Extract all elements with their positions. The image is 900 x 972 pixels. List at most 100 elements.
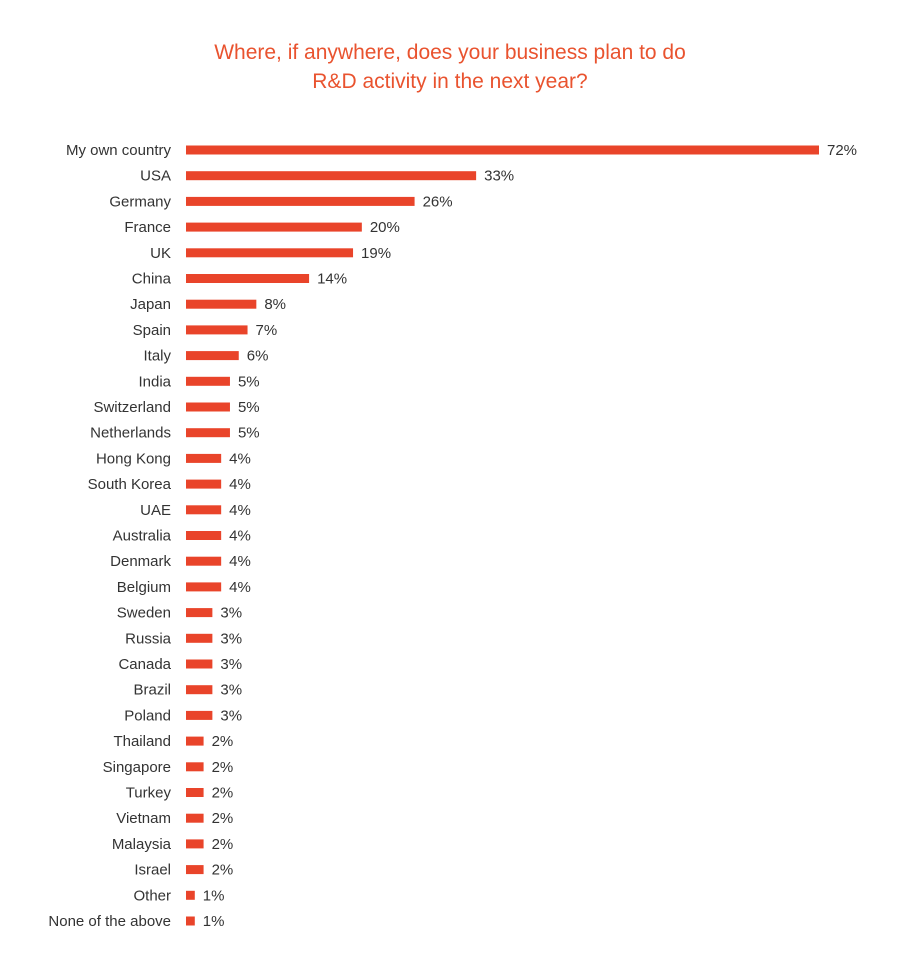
- bar: [186, 659, 213, 669]
- bar-row: Malaysia 2%: [112, 836, 233, 853]
- value-label: 33%: [484, 168, 514, 185]
- value-label: 72%: [827, 142, 857, 159]
- bar: [186, 299, 257, 309]
- bar-row: Vietnam 2%: [116, 810, 233, 827]
- bar-row: Netherlands 5%: [90, 425, 260, 442]
- value-label: 1%: [203, 913, 225, 930]
- category-label: USA: [140, 168, 171, 185]
- category-label: Vietnam: [116, 810, 171, 827]
- bar: [186, 505, 222, 515]
- bar-row: Hong Kong 4%: [96, 450, 251, 467]
- category-label: My own country: [66, 142, 172, 159]
- bar-row: Australia 4%: [113, 528, 251, 545]
- value-label: 14%: [317, 271, 347, 288]
- bar: [186, 710, 213, 720]
- bar: [186, 402, 230, 412]
- bar-row: Switzerland 5%: [93, 399, 259, 416]
- bar: [186, 428, 230, 438]
- value-label: 5%: [238, 425, 260, 442]
- bar: [186, 685, 213, 695]
- bar: [186, 788, 204, 797]
- category-label: Poland: [124, 707, 171, 724]
- category-label: Malaysia: [112, 836, 172, 853]
- value-label: 4%: [229, 579, 251, 596]
- value-label: 4%: [229, 476, 251, 493]
- category-label: UAE: [140, 502, 171, 519]
- value-label: 2%: [212, 785, 234, 802]
- bar-row: Denmark 4%: [110, 553, 251, 570]
- bar-row: India 5%: [138, 373, 259, 390]
- value-label: 3%: [220, 630, 242, 647]
- category-label: Australia: [113, 528, 172, 545]
- value-label: 4%: [229, 553, 251, 570]
- bar-row: Poland 3%: [124, 707, 242, 724]
- value-label: 3%: [220, 707, 242, 724]
- value-label: 26%: [423, 193, 453, 210]
- bar: [186, 479, 222, 489]
- bar-row: UK 19%: [150, 245, 391, 262]
- bar: [186, 556, 222, 566]
- bar-row: USA 33%: [140, 168, 514, 185]
- bar: [186, 890, 195, 900]
- bar: [186, 916, 195, 926]
- category-label: Denmark: [110, 553, 171, 570]
- category-label: China: [132, 271, 172, 288]
- bar-row: France 20%: [124, 219, 400, 236]
- value-label: 2%: [212, 862, 234, 879]
- category-label: India: [138, 373, 171, 390]
- value-label: 3%: [220, 605, 242, 622]
- category-label: Russia: [125, 630, 172, 647]
- value-label: 8%: [264, 296, 286, 313]
- value-label: 2%: [212, 733, 234, 750]
- bar-row: Spain 7%: [133, 322, 278, 339]
- bar-row: Other 1%: [133, 887, 224, 904]
- bar-row: South Korea 4%: [88, 476, 251, 493]
- category-label: Germany: [109, 193, 171, 210]
- bar: [186, 453, 222, 463]
- value-label: 5%: [238, 399, 260, 416]
- category-label: Sweden: [117, 605, 171, 622]
- bar-row: Turkey 2%: [126, 785, 234, 802]
- bar-row: Japan 8%: [130, 296, 286, 313]
- value-label: 4%: [229, 528, 251, 545]
- bar: [186, 608, 213, 618]
- bar: [186, 351, 239, 361]
- bar-row: China 14%: [132, 271, 347, 288]
- bar-row: Belgium 4%: [117, 579, 251, 596]
- bar-row: Italy 6%: [143, 348, 268, 365]
- bar: [186, 171, 477, 181]
- value-label: 1%: [203, 887, 225, 904]
- category-label: Belgium: [117, 579, 171, 596]
- value-label: 4%: [229, 450, 251, 467]
- bar: [186, 865, 204, 875]
- bar: [186, 196, 415, 206]
- bar: [186, 839, 204, 849]
- category-label: Japan: [130, 296, 171, 313]
- chart-title-line-2: R&D activity in the next year?: [312, 70, 588, 93]
- bar-row: UAE 4%: [140, 502, 251, 519]
- bar-row: Canada 3%: [118, 656, 242, 673]
- value-label: 4%: [229, 502, 251, 519]
- value-label: 5%: [238, 373, 260, 390]
- bar-row: Thailand 2%: [113, 733, 233, 750]
- bar: [186, 633, 213, 643]
- bar: [186, 248, 354, 258]
- category-label: None of the above: [48, 913, 171, 930]
- category-label: France: [124, 219, 171, 236]
- bar-row: Russia 3%: [125, 630, 242, 647]
- bar: [186, 813, 204, 823]
- bar-row: Brazil 3%: [133, 682, 242, 699]
- bar: [186, 376, 230, 386]
- value-label: 3%: [220, 656, 242, 673]
- category-label: Turkey: [126, 785, 172, 802]
- category-label: South Korea: [88, 476, 172, 493]
- value-label: 6%: [247, 348, 269, 365]
- value-label: 7%: [256, 322, 278, 339]
- bar-row: My own country 72%: [66, 142, 857, 159]
- bar: [186, 736, 204, 746]
- value-label: 2%: [212, 836, 234, 853]
- bar: [186, 274, 310, 283]
- category-label: UK: [150, 245, 171, 262]
- bar-row: Sweden 3%: [117, 605, 242, 622]
- category-label: Spain: [133, 322, 171, 339]
